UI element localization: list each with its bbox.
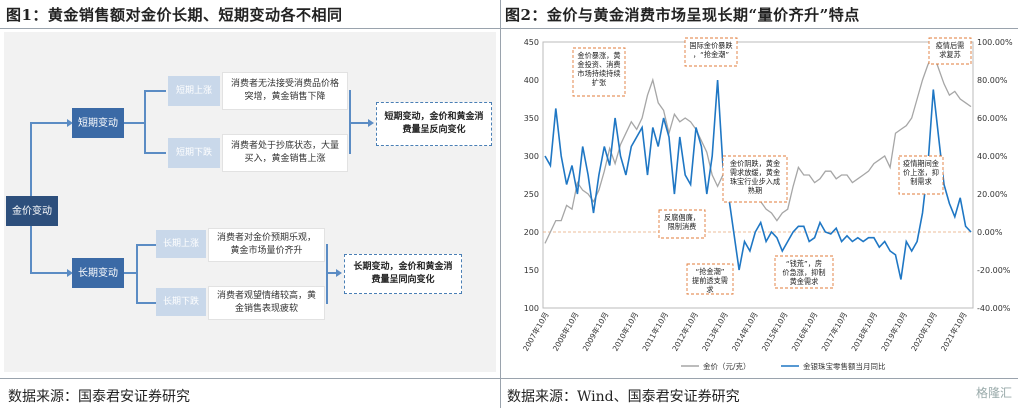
right-source-divider bbox=[501, 378, 1018, 379]
long-up-stem bbox=[136, 244, 156, 246]
annotation-text: “钱荒”，房价急涨，抑制黄金需求 bbox=[782, 259, 825, 286]
y-right-tick-label: 80.00% bbox=[977, 76, 1008, 85]
x-tick-label: 2017年10月 bbox=[819, 310, 849, 353]
y-right-tick-label: 0.00% bbox=[977, 228, 1003, 237]
left-title-divider bbox=[0, 28, 500, 29]
annotation-box bbox=[658, 209, 706, 239]
flow-diagram: 金价变动 短期变动 长期变动 短期上涨 短期下跌 长期上涨 长期下跌 消费者无法… bbox=[4, 32, 496, 372]
watermark-logo: 格隆汇 bbox=[975, 386, 1012, 400]
y-right-tick-label: 20.00% bbox=[977, 190, 1008, 199]
x-tick-label: 2007年10月 bbox=[520, 310, 550, 353]
left-source: 数据来源：国泰君安证券研究 bbox=[8, 389, 190, 405]
y-right-tick-label: 60.00% bbox=[977, 114, 1008, 123]
y-right-tick-label: 40.00% bbox=[977, 152, 1008, 161]
x-tick-label: 2008年10月 bbox=[550, 310, 580, 353]
long-branch-connector bbox=[136, 244, 138, 304]
right-panel: 图2：金价与黄金消费市场呈现长期“量价齐升”特点 100 150 200 250 300… bbox=[501, 0, 1018, 408]
panel-divider bbox=[500, 0, 501, 408]
annotation-box bbox=[928, 37, 972, 65]
annotation-text: 金价阴跌，黄金需求放缓，黄金珠宝行业步入成熟期 bbox=[730, 159, 780, 195]
long-merge-connector bbox=[326, 244, 328, 304]
y-left-tick-label: 350 bbox=[524, 114, 539, 123]
short-term-node: 短期变动 bbox=[72, 108, 124, 138]
x-tick-label: 2012年10月 bbox=[670, 310, 700, 353]
annotation-text: 金价暴涨，黄金投资、消费市场持续持续扩张 bbox=[577, 51, 620, 87]
annotation-text: 疫情后需求复苏 bbox=[936, 41, 965, 59]
annotation-box bbox=[722, 155, 788, 203]
x-tick-label: 2011年10月 bbox=[640, 310, 670, 353]
y-left-tick-label: 150 bbox=[524, 266, 539, 275]
short-result-stem bbox=[349, 122, 371, 124]
x-tick-label: 2010年10月 bbox=[610, 310, 640, 353]
y-right-tick-label: -20.00% bbox=[977, 266, 1011, 275]
short-arrow bbox=[67, 119, 73, 127]
y-left-tick-label: 300 bbox=[524, 152, 539, 161]
short-result-arrow bbox=[368, 119, 374, 127]
short-down-node: 短期下跌 bbox=[168, 138, 220, 168]
long-down-node: 长期下跌 bbox=[156, 288, 206, 316]
long-stem bbox=[124, 272, 136, 274]
right-title-divider bbox=[501, 28, 1018, 29]
short-up-description: 消费者无法接受消费品价格突增，黄金销售下降 bbox=[222, 72, 348, 110]
root-to-long-connector bbox=[30, 272, 70, 274]
annotation-box bbox=[686, 263, 734, 295]
left-panel: 图1：黄金销售额对金价长期、短期变动各不相同 金价变动 短期变动 长期变动 短期… bbox=[0, 0, 500, 408]
y-left-tick-label: 100 bbox=[524, 304, 539, 313]
x-tick-label: 2016年10月 bbox=[789, 310, 819, 353]
short-down-stem bbox=[144, 152, 166, 154]
y-right-tick-label: 100.00% bbox=[977, 38, 1013, 47]
long-result-arrow bbox=[336, 269, 342, 277]
short-up-node: 短期上涨 bbox=[168, 76, 220, 106]
x-tick-label: 2013年10月 bbox=[699, 310, 729, 353]
annotation-text: 反腐倡廉，限制消费 bbox=[664, 213, 700, 231]
x-tick-label: 2009年10月 bbox=[580, 310, 610, 353]
long-down-stem bbox=[136, 302, 156, 304]
x-tick-label: 2020年10月 bbox=[908, 310, 938, 353]
legend-label: 金银珠宝零售额当月同比 bbox=[803, 361, 886, 371]
long-term-result: 长期变动，金价和黄金消费量呈同向变化 bbox=[344, 254, 462, 294]
short-stem bbox=[124, 122, 144, 124]
annotation-box bbox=[684, 37, 738, 67]
long-result-stem bbox=[326, 272, 338, 274]
x-tick-label: 2015年10月 bbox=[759, 310, 789, 353]
gold-price-vs-retail-chart: 100 150 200 250 300 350 400 450 -40.00% -20.00% 0.… bbox=[520, 37, 1013, 371]
x-tick-label: 2018年10月 bbox=[849, 310, 879, 353]
short-up-stem bbox=[144, 90, 166, 92]
left-source-divider bbox=[0, 378, 500, 379]
right-figure-title: 图2：金价与黄金消费市场呈现长期“量价齐升”特点 bbox=[505, 6, 860, 24]
plot-frame bbox=[542, 41, 974, 309]
retail-sales-yoy-line bbox=[544, 79, 972, 280]
annotation-box bbox=[774, 255, 834, 289]
x-tick-label: 2019年10月 bbox=[879, 310, 909, 353]
long-up-node: 长期上涨 bbox=[156, 230, 206, 258]
left-figure-title: 图1：黄金销售额对金价长期、短期变动各不相同 bbox=[6, 6, 343, 24]
long-up-description: 消费者对金价预期乐观，黄金市场量价齐升 bbox=[208, 228, 325, 262]
long-down-description: 消费者观望情绪较高，黄金销售表现疲软 bbox=[208, 286, 325, 320]
long-arrow bbox=[67, 269, 73, 277]
short-branch-connector bbox=[144, 90, 146, 154]
annotation-text: “抢金潮”提前透支需求 bbox=[692, 267, 728, 294]
annotation-text: 疫情期间金价上涨，抑制需求 bbox=[903, 159, 939, 186]
annotation-box bbox=[572, 47, 626, 97]
y-left-tick-label: 400 bbox=[524, 76, 539, 85]
y-left-tick-label: 200 bbox=[524, 228, 539, 237]
right-source: 数据来源：Wind、国泰君安证券研究 bbox=[507, 389, 740, 405]
root-to-short-connector bbox=[30, 122, 70, 124]
long-term-node: 长期变动 bbox=[72, 258, 124, 288]
y-left-tick-label: 250 bbox=[524, 190, 539, 199]
root-node: 金价变动 bbox=[6, 196, 58, 226]
x-tick-label: 2014年10月 bbox=[729, 310, 759, 353]
short-down-description: 消费者处于抄底状态，大量买入，黄金销售上涨 bbox=[222, 134, 348, 172]
y-right-tick-label: -40.00% bbox=[977, 304, 1011, 313]
annotation-box bbox=[898, 155, 944, 195]
y-left-tick-label: 450 bbox=[524, 38, 539, 47]
annotation-text: 国际金价暴跌，“抢金潮” bbox=[689, 41, 732, 59]
legend-label: 金价（元/克） bbox=[703, 361, 751, 371]
x-tick-label: 2021年10月 bbox=[938, 310, 968, 353]
short-term-result: 短期变动，金价和黄金消费量呈反向变化 bbox=[376, 102, 492, 146]
